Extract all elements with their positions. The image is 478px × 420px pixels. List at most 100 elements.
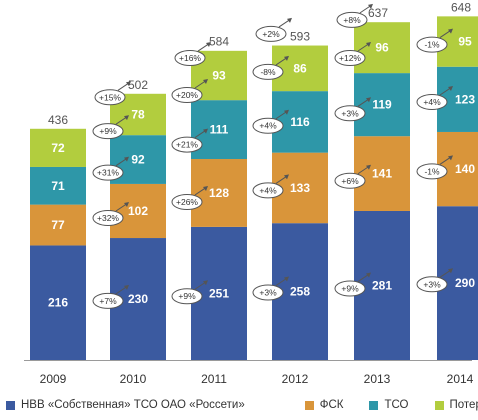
svg-text:+3%: +3% bbox=[259, 288, 277, 298]
change-badge-losses-2012: +12% bbox=[334, 41, 371, 66]
svg-text:+26%: +26% bbox=[176, 197, 198, 207]
change-badge-fsk-2010: +26% bbox=[171, 185, 208, 210]
change-badge-losses-2009: +9% bbox=[92, 115, 129, 140]
svg-text:+15%: +15% bbox=[99, 92, 121, 102]
svg-text:+2%: +2% bbox=[262, 29, 280, 39]
total-change-badge-2009: +15% bbox=[94, 81, 131, 106]
data-label-losses-2010: 78 bbox=[131, 107, 145, 121]
legend-item-fsk: ФСК bbox=[304, 399, 344, 411]
change-badge-fsk-2009: +32% bbox=[92, 202, 129, 227]
change-badge-own-2012: +9% bbox=[334, 272, 371, 297]
legend-swatch-losses bbox=[434, 400, 444, 410]
legend-label-own: НВВ «Собственная» ТСО ОАО «Россети» bbox=[21, 399, 245, 411]
total-change-badge-2010: +16% bbox=[174, 42, 211, 67]
x-tick-label-2009: 2009 bbox=[40, 372, 67, 386]
data-label-losses-2013: 96 bbox=[375, 41, 389, 55]
x-tick-label-2010: 2010 bbox=[120, 372, 147, 386]
svg-text:+21%: +21% bbox=[176, 140, 198, 150]
legend-swatch-fsk bbox=[304, 400, 314, 410]
data-label-fsk-2012: 133 bbox=[290, 181, 310, 195]
change-badge-own-2011: +3% bbox=[252, 276, 289, 301]
total-label-2014: 648 bbox=[451, 0, 471, 14]
change-badge-tso-2009: +31% bbox=[92, 156, 129, 181]
data-label-fsk-2009: 77 bbox=[51, 218, 65, 232]
change-badge-losses-2010: +20% bbox=[171, 78, 208, 103]
legend-swatch-tso bbox=[369, 400, 379, 410]
svg-text:-1%: -1% bbox=[424, 166, 440, 176]
legend-label-fsk: ФСК bbox=[319, 399, 344, 411]
data-label-losses-2009: 72 bbox=[51, 141, 65, 155]
data-label-own-2011: 251 bbox=[209, 286, 229, 300]
svg-text:+4%: +4% bbox=[259, 185, 277, 195]
change-badge-tso-2012: +3% bbox=[334, 97, 371, 122]
svg-text:+8%: +8% bbox=[343, 15, 361, 25]
change-badges: +7% +32% +31% +9% +9% +26% +21% +20% +3% +4% +4% -8… bbox=[92, 3, 453, 309]
data-label-fsk-2011: 128 bbox=[209, 186, 229, 200]
bar-tso-2013 bbox=[354, 73, 410, 137]
svg-text:+4%: +4% bbox=[259, 121, 277, 131]
x-tick-label-2013: 2013 bbox=[364, 372, 391, 386]
change-badge-own-2010: +9% bbox=[171, 280, 208, 305]
svg-text:+9%: +9% bbox=[99, 126, 117, 136]
change-badge-own-2013: +3% bbox=[416, 268, 453, 293]
data-label-own-2014: 290 bbox=[455, 276, 475, 290]
total-change-badge-2012: +8% bbox=[336, 3, 373, 28]
svg-text:+6%: +6% bbox=[341, 176, 359, 186]
bar-tso-2009 bbox=[30, 166, 86, 205]
legend-label-tso: ТСО bbox=[384, 399, 409, 411]
change-badge-tso-2011: +4% bbox=[252, 109, 289, 134]
bar-fsk-2010 bbox=[110, 183, 166, 239]
data-label-fsk-2010: 102 bbox=[128, 204, 148, 218]
data-label-own-2010: 230 bbox=[128, 292, 148, 306]
total-label-2010: 502 bbox=[128, 78, 148, 92]
data-label-tso-2011: 111 bbox=[210, 123, 229, 137]
bar-own-2009 bbox=[30, 245, 86, 360]
svg-text:+9%: +9% bbox=[341, 284, 359, 294]
svg-text:-1%: -1% bbox=[424, 40, 440, 50]
data-label-own-2012: 258 bbox=[290, 285, 310, 299]
total-label-2009: 436 bbox=[48, 113, 68, 127]
total-label-2012: 593 bbox=[290, 30, 310, 44]
data-label-fsk-2014: 140 bbox=[455, 162, 475, 176]
legend: НВВ «Собственная» ТСО ОАО «Россети» ФСК ТС… bbox=[6, 396, 478, 414]
change-badge-losses-2013: -1% bbox=[416, 28, 453, 53]
bar-losses-2009 bbox=[30, 128, 86, 167]
svg-text:+20%: +20% bbox=[176, 90, 198, 100]
data-label-fsk-2013: 141 bbox=[372, 167, 392, 181]
x-tick-label-2011: 2011 bbox=[201, 372, 227, 386]
change-badge-losses-2011: -8% bbox=[252, 55, 289, 80]
change-badge-fsk-2013: -1% bbox=[416, 155, 453, 180]
data-label-own-2009: 216 bbox=[48, 296, 68, 310]
total-change-badge-2011: +2% bbox=[255, 17, 292, 42]
bar-fsk-2009 bbox=[30, 204, 86, 246]
change-badge-fsk-2011: +4% bbox=[252, 174, 289, 199]
svg-text:+3%: +3% bbox=[423, 279, 441, 289]
x-tick-label-2012: 2012 bbox=[282, 372, 309, 386]
change-badge-tso-2010: +21% bbox=[171, 128, 208, 153]
total-labels: 436 502 584 593 637 648 bbox=[48, 0, 471, 126]
x-tick-label-2014: 2014 bbox=[447, 372, 474, 386]
data-label-losses-2012: 86 bbox=[293, 61, 307, 75]
bar-fsk-2013 bbox=[354, 136, 410, 211]
data-label-tso-2013: 119 bbox=[372, 98, 392, 112]
change-badge-own-2009: +7% bbox=[92, 284, 129, 309]
legend-label-losses: Потери bbox=[449, 399, 478, 411]
x-axis: 2009 2010 2011 2012 2013 2014 bbox=[24, 360, 474, 386]
bar-tso-2011 bbox=[191, 100, 247, 160]
legend-item-own: НВВ «Собственная» ТСО ОАО «Россети» bbox=[6, 399, 245, 411]
data-label-tso-2012: 116 bbox=[290, 115, 310, 129]
svg-text:+7%: +7% bbox=[99, 296, 117, 306]
data-label-losses-2011: 93 bbox=[212, 68, 226, 82]
total-label-2011: 584 bbox=[209, 34, 229, 48]
svg-text:+32%: +32% bbox=[97, 213, 119, 223]
svg-text:+3%: +3% bbox=[341, 108, 359, 118]
legend-swatch-own bbox=[6, 400, 15, 410]
svg-text:+12%: +12% bbox=[339, 53, 361, 63]
bar-fsk-2011 bbox=[191, 159, 247, 227]
svg-text:+16%: +16% bbox=[179, 53, 201, 63]
change-badge-fsk-2012: +6% bbox=[334, 164, 371, 189]
svg-text:+4%: +4% bbox=[423, 97, 441, 107]
svg-text:-8%: -8% bbox=[260, 67, 276, 77]
data-label-tso-2014: 123 bbox=[455, 92, 475, 106]
